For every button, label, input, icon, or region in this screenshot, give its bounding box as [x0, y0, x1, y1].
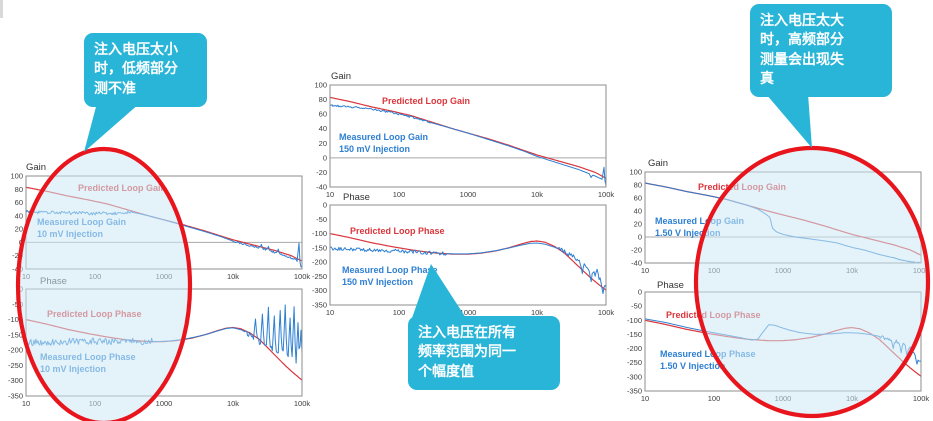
y-tick-label: -40: [631, 259, 642, 268]
y-tick-label: -200: [627, 344, 642, 353]
y-tick-label: -40: [316, 183, 327, 192]
callout-mid-text: 注入电压在所有 频率范围为同一 个幅度值: [418, 324, 516, 379]
y-tick-label: -150: [312, 243, 327, 252]
y-tick-label: 80: [15, 185, 23, 194]
x-tick-label: 10k: [227, 272, 239, 281]
y-tick-label: -150: [8, 330, 23, 339]
legend-measured-phase-1v5: Measured Loop Phase: [660, 349, 756, 359]
chart-title-phase-1v5: Phase: [657, 280, 684, 291]
legend-predicted-gain-150mv: Predicted Loop Gain: [382, 96, 471, 106]
callout-low-text: 注入电压太小 时，低频部分 测不准: [94, 41, 178, 96]
x-tick-label: 10k: [531, 308, 543, 317]
y-tick-label: 0: [323, 201, 327, 210]
callout-tail-low: [84, 103, 140, 152]
y-tick-label: -20: [12, 251, 23, 260]
y-tick-label: 100: [10, 172, 23, 181]
x-tick-label: 1000: [460, 308, 477, 317]
callout-low-injection: 注入电压太小 时，低频部分 测不准: [84, 33, 207, 107]
x-tick-label: 1000: [156, 399, 173, 408]
lowfreq-error-ellipse: [15, 146, 193, 421]
callout-same-amplitude: 注入电压在所有 频率范围为同一 个幅度值: [408, 316, 560, 390]
y-tick-label: 80: [634, 181, 642, 190]
y-tick-label: 80: [319, 95, 327, 104]
y-tick-label: -150: [627, 330, 642, 339]
x-tick-label: 10k: [531, 190, 543, 199]
x-tick-label: 10: [22, 399, 30, 408]
y-tick-label: -20: [316, 168, 327, 177]
legend-measured-phase-150mv: Measured Loop Phase: [342, 265, 438, 275]
y-tick-label: -100: [627, 316, 642, 325]
chart-title-gain-150mv: Gain: [331, 71, 352, 82]
plot-border-gain-150mv: [329, 84, 607, 188]
y-tick-label: 0: [638, 288, 642, 297]
y-tick-label: -100: [312, 229, 327, 238]
legend-injection-phase-150mv: 150 mV Injection: [342, 277, 414, 287]
y-tick-label: 60: [15, 198, 23, 207]
x-tick-label: 10: [326, 190, 334, 199]
y-tick-label: 20: [15, 225, 23, 234]
legend-injection-gain-1v5: 1.50 V Injection: [655, 228, 721, 238]
y-tick-label: -20: [631, 246, 642, 255]
y-tick-label: 100: [629, 168, 642, 177]
x-tick-label: 100k: [598, 308, 615, 317]
legend-predicted-phase-150mv: Predicted Loop Phase: [350, 226, 445, 236]
y-tick-label: 20: [319, 139, 327, 148]
y-tick-label: -200: [8, 346, 23, 355]
callout-tail-mid: [412, 264, 466, 318]
slide-edge-artifact: [0, 0, 3, 18]
x-tick-label: 100k: [294, 272, 311, 281]
legend-measured-gain-150mv: Measured Loop Gain: [339, 132, 429, 142]
y-tick-label: 40: [15, 211, 23, 220]
y-tick-label: -200: [312, 258, 327, 267]
chart-title-gain-10mv: Gain: [26, 162, 47, 173]
x-tick-label: 100k: [294, 399, 311, 408]
y-tick-label: 40: [634, 207, 642, 216]
x-tick-label: 100k: [598, 190, 615, 199]
y-tick-label: -100: [8, 315, 23, 324]
x-tick-label: 10k: [227, 399, 239, 408]
legend-injection-phase-1v5: 1.50 V Injection: [660, 361, 726, 371]
callout-high-injection: 注入电压太大 时，高频部分 测量会出现失 真: [750, 4, 892, 98]
y-tick-label: 0: [323, 153, 327, 162]
y-tick-label: -250: [627, 358, 642, 367]
y-tick-label: 20: [634, 220, 642, 229]
y-tick-label: 40: [319, 124, 327, 133]
y-tick-label: -350: [8, 392, 23, 401]
callout-high-text: 注入电压太大 时，高频部分 测量会出现失 真: [760, 12, 844, 86]
chart-title-gain-1v5: Gain: [648, 158, 669, 169]
y-tick-label: -250: [312, 272, 327, 281]
x-tick-label: 100: [393, 308, 406, 317]
y-tick-label: -250: [8, 361, 23, 370]
x-tick-label: 10: [641, 394, 649, 403]
x-tick-label: 100k: [913, 394, 930, 403]
x-tick-label: 10: [326, 308, 334, 317]
y-tick-label: -50: [316, 215, 327, 224]
legend-injection-gain-150mv: 150 mV Injection: [339, 144, 411, 154]
callout-tail-high: [766, 94, 812, 148]
series-measured-gain-150mv: [329, 104, 607, 186]
y-tick-label: 0: [638, 233, 642, 242]
x-tick-label: 100: [708, 394, 721, 403]
y-tick-label: -300: [8, 376, 23, 385]
legend-measured-gain-1v5: Measured Loop Gain: [655, 216, 745, 226]
x-tick-label: 1000: [460, 190, 477, 199]
x-tick-label: 10: [641, 266, 649, 275]
series-measured-phase-150mv: [329, 242, 607, 295]
plot-border-phase-150mv: [329, 204, 607, 306]
y-tick-label: -350: [312, 301, 327, 310]
y-tick-label: -300: [627, 372, 642, 381]
y-tick-label: 60: [634, 194, 642, 203]
chart-title-phase-150mv: Phase: [343, 192, 370, 203]
y-tick-label: 60: [319, 110, 327, 119]
y-tick-label: -50: [631, 302, 642, 311]
y-tick-label: -350: [627, 387, 642, 396]
y-tick-label: 100: [314, 81, 327, 90]
x-tick-label: 100: [393, 190, 406, 199]
y-tick-label: -300: [312, 286, 327, 295]
